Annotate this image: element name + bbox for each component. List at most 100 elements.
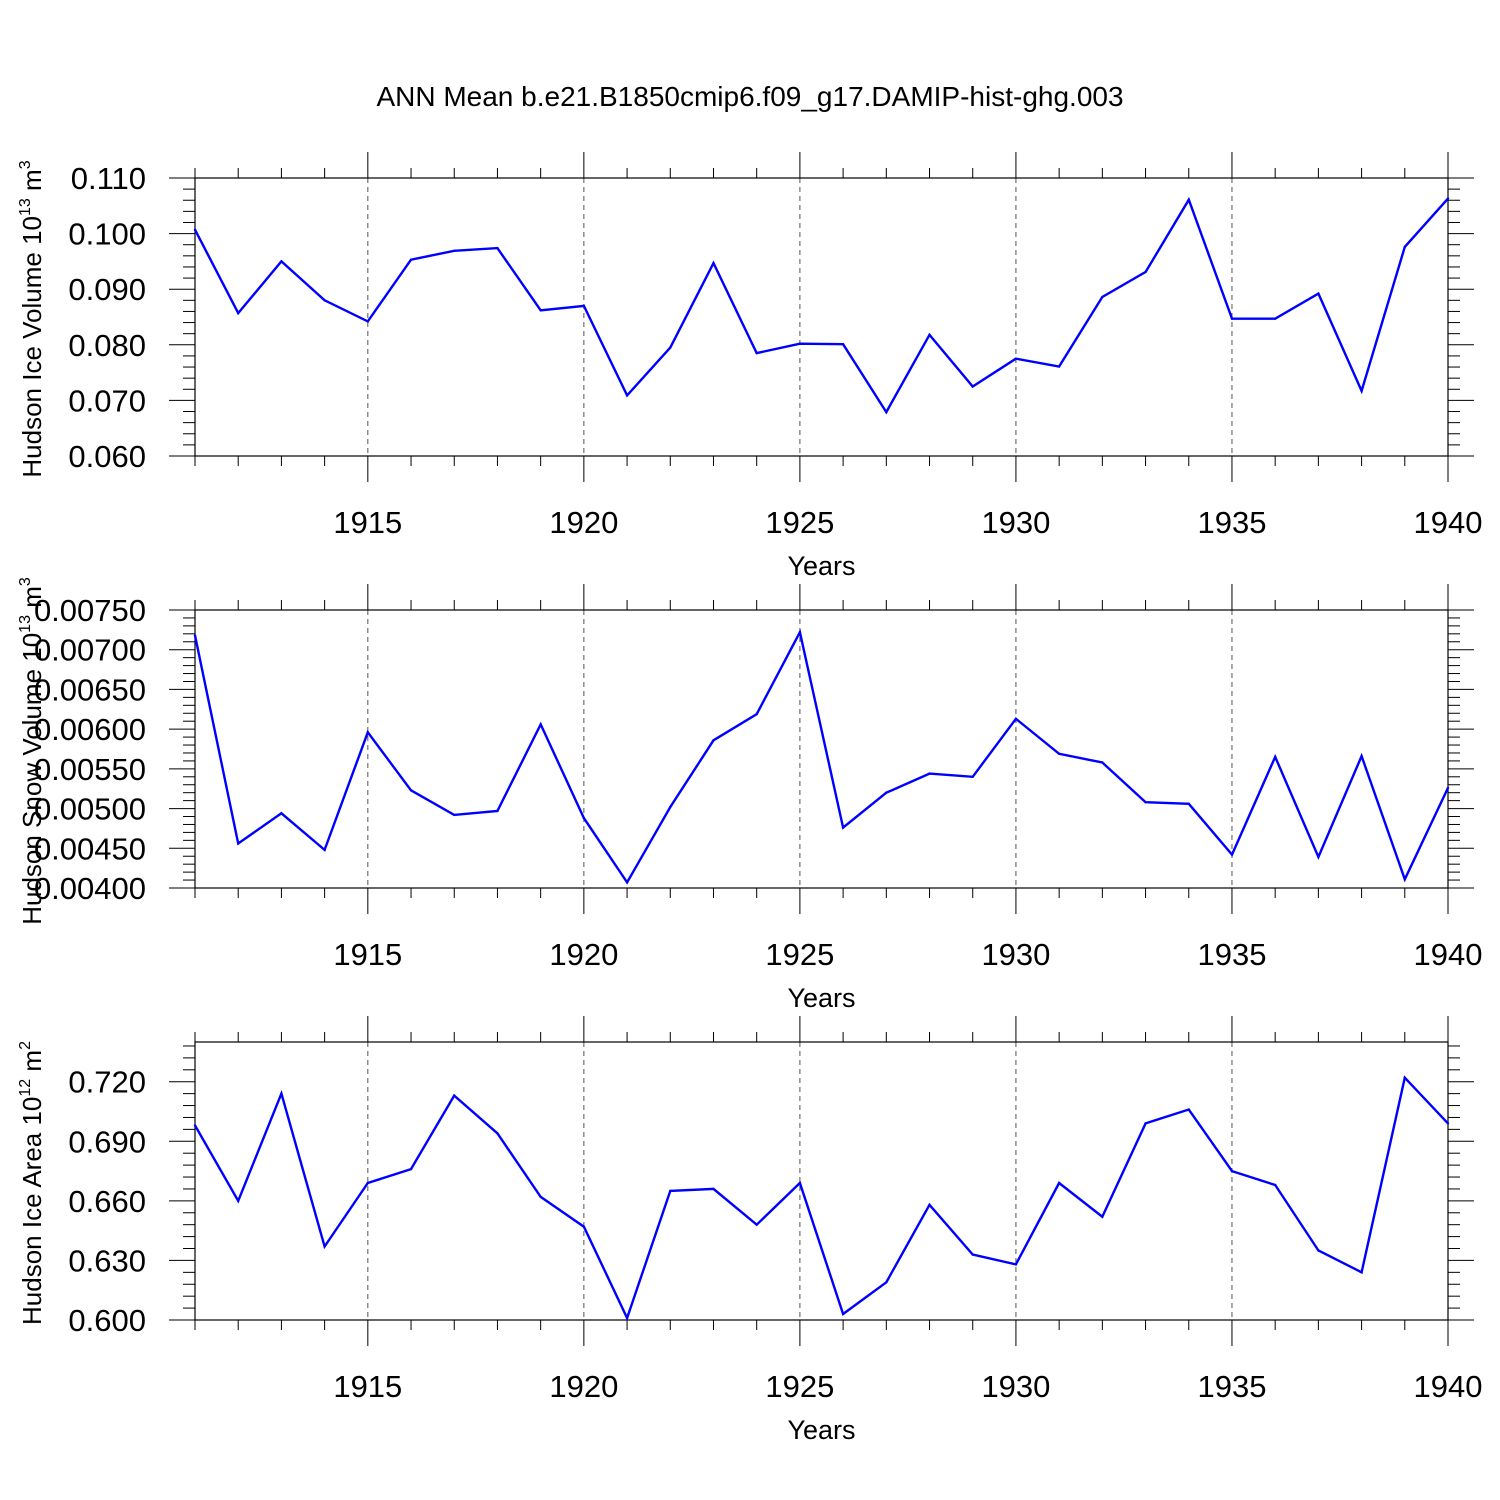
data-point: [1360, 1271, 1363, 1274]
data-point: [323, 848, 326, 852]
series-line: [193, 196, 1449, 415]
y-axis-label: Hudson Ice Volume 1013 m3: [17, 160, 47, 477]
plot-frame: [194, 177, 1449, 457]
data-point: [280, 1092, 283, 1095]
data-point: [1446, 1122, 1450, 1125]
y-tick-label: 0.060: [68, 439, 146, 474]
panel-ice-volume: 0.060 0.070 0.080 0.090 0.100 0.110 1915 1920 19…: [17, 152, 1482, 581]
data-point: [1187, 1108, 1190, 1111]
data-point: [755, 1223, 758, 1226]
data-point: [539, 309, 542, 312]
data-point: [280, 812, 283, 815]
y-tick-label: 0.090: [68, 272, 146, 307]
data-point: [323, 1245, 326, 1248]
data-point: [366, 1181, 370, 1185]
y-tick-label: 0.080: [68, 328, 146, 363]
data-point: [1187, 198, 1190, 201]
x-tick-label: 1915: [333, 1369, 402, 1404]
y-tick-label: 0.660: [68, 1184, 146, 1219]
data-point: [1403, 245, 1406, 249]
data-point: [928, 1203, 931, 1207]
data-point: [280, 260, 283, 263]
x-axis-label: Years: [787, 1415, 855, 1445]
y-tick-label: 0.00700: [34, 633, 146, 668]
x-tick-label: 1940: [1414, 1369, 1483, 1404]
data-point: [1273, 1183, 1277, 1187]
panel-snow-volume: 0.00400 0.00450 0.00500 0.00550 0.00600 0.006…: [17, 577, 1482, 1013]
x-tick-label: 1920: [549, 1369, 618, 1404]
y-tick-label: 0.00750: [34, 593, 146, 628]
data-point: [625, 394, 629, 397]
data-point: [1014, 717, 1018, 721]
x-tick-label: 1930: [981, 505, 1050, 540]
data-point: [582, 816, 586, 820]
data-point: [1273, 755, 1277, 759]
data-point: [928, 772, 931, 775]
data-point: [798, 1181, 802, 1185]
data-point: [1317, 1249, 1320, 1252]
y-axis-label: Hudson Ice Area 1012 m2: [17, 1041, 47, 1325]
data-point: [539, 723, 542, 726]
data-point: [193, 634, 197, 637]
data-point: [841, 343, 845, 346]
x-tick-label: 1940: [1414, 937, 1483, 972]
y-tick-label: 0.110: [71, 161, 146, 196]
data-point: [1057, 752, 1061, 755]
data-point: [453, 1094, 456, 1097]
x-tick-label: 1935: [1197, 1369, 1266, 1404]
data-point: [193, 1124, 197, 1127]
data-point: [1446, 197, 1450, 200]
x-tick-label: 1920: [549, 937, 618, 972]
series-line: [193, 628, 1450, 885]
x-axis-label: Years: [787, 983, 855, 1013]
x-tick-label: 1915: [333, 505, 402, 540]
data-point: [1317, 292, 1320, 295]
data-point: [755, 351, 758, 355]
data-point: [669, 805, 672, 809]
data-point: [496, 246, 499, 250]
x-tick-label: 1930: [981, 937, 1050, 972]
data-point: [885, 791, 888, 794]
data-point: [237, 1199, 240, 1203]
data-point: [496, 809, 499, 813]
data-point: [1230, 1169, 1234, 1173]
x-tick-label: 1920: [549, 505, 618, 540]
data-point: [1230, 317, 1234, 320]
data-point: [1446, 786, 1450, 790]
data-point: [798, 631, 802, 634]
data-point: [625, 881, 629, 884]
y-tick-label: 0.00400: [34, 871, 146, 906]
data-point: [1187, 802, 1190, 806]
y-tick-label: 0.100: [68, 217, 146, 252]
x-tick-label: 1915: [333, 937, 402, 972]
x-tick-label: 1935: [1197, 505, 1266, 540]
data-point: [798, 342, 802, 345]
data-point: [582, 1225, 586, 1228]
data-point: [1360, 389, 1363, 393]
data-point: [712, 1187, 715, 1191]
data-point: [1101, 761, 1104, 764]
data-point: [1014, 357, 1018, 360]
data-point: [409, 789, 413, 792]
series-line: [193, 1075, 1449, 1322]
y-tick-label: 0.00500: [34, 792, 146, 827]
x-tick-label: 1935: [1197, 937, 1266, 972]
panel-ice-area: 0.600 0.630 0.660 0.690 0.720 1915 1920 1925 193…: [17, 1016, 1482, 1445]
data-point: [323, 299, 326, 302]
data-point: [237, 842, 240, 845]
y-tick-label: 0.630: [68, 1243, 146, 1278]
data-point: [1317, 855, 1320, 859]
data-point: [712, 261, 715, 265]
x-tick-label: 1925: [765, 505, 834, 540]
data-point: [1144, 270, 1147, 274]
data-point: [669, 1189, 672, 1193]
x-tick-label: 1940: [1414, 505, 1483, 540]
data-point: [453, 249, 456, 253]
data-point: [409, 1167, 413, 1171]
data-point: [841, 1312, 845, 1316]
y-tick-label: 0.690: [68, 1124, 146, 1159]
data-point: [409, 258, 413, 261]
x-tick-label: 1925: [765, 1369, 834, 1404]
y-axis-label: Hudson Snow Volume 1013 m3: [17, 577, 47, 925]
y-tick-label: 0.00650: [34, 672, 146, 707]
